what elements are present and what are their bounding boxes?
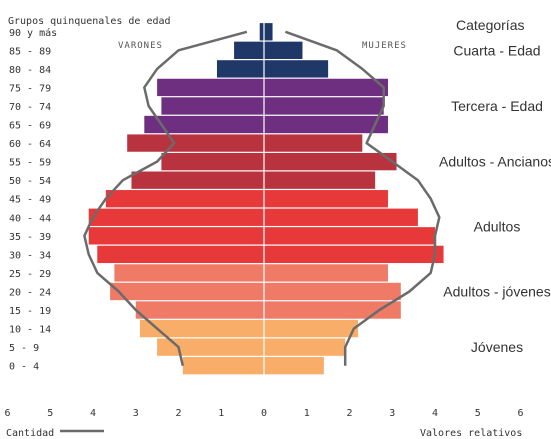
bar-mujeres-16 xyxy=(264,60,329,78)
age-label-13: 65 - 69 xyxy=(9,121,51,132)
bar-mujeres-6 xyxy=(264,245,444,264)
x-tick-9: 3 xyxy=(389,408,395,419)
age-label-1: 5 - 9 xyxy=(9,343,39,354)
age-label-9: 45 - 49 xyxy=(9,195,51,206)
bar-varones-5 xyxy=(114,264,264,282)
bar-mujeres-15 xyxy=(264,78,388,97)
x-tick-6: 0 xyxy=(261,408,267,419)
age-label-17: 85 - 89 xyxy=(9,46,51,57)
bar-varones-10 xyxy=(131,171,264,189)
bar-mujeres-10 xyxy=(264,171,376,189)
bars-layer xyxy=(88,22,444,375)
age-label-2: 10 - 14 xyxy=(9,325,51,336)
x-tick-10: 4 xyxy=(432,408,438,419)
age-label-15: 75 - 79 xyxy=(9,83,51,94)
x-tick-12: 6 xyxy=(517,408,523,419)
outline-varones xyxy=(83,30,248,366)
bar-mujeres-7 xyxy=(264,227,435,245)
age-group-label-4: Adultos - jóvenes xyxy=(443,283,550,299)
bar-varones-9 xyxy=(105,190,264,208)
bar-mujeres-4 xyxy=(264,282,401,301)
bar-varones-3 xyxy=(135,301,264,319)
age-group-label-2: Adultos - Ancianos xyxy=(439,154,551,170)
x-axis-label: Valores relativos xyxy=(420,428,522,439)
age-label-10: 50 - 54 xyxy=(9,176,51,187)
outline-mujeres xyxy=(284,30,441,366)
age-label-14: 70 - 74 xyxy=(9,102,51,113)
bar-varones-7 xyxy=(88,227,264,245)
age-label-12: 60 - 64 xyxy=(9,139,51,150)
age-label-6: 30 - 34 xyxy=(9,250,51,261)
bar-mujeres-8 xyxy=(264,208,418,226)
bar-varones-15 xyxy=(157,78,264,97)
bar-mujeres-1 xyxy=(264,338,346,356)
bar-varones-0 xyxy=(182,357,264,375)
age-group-label-1: Tercera - Edad xyxy=(451,98,543,114)
age-label-0: 0 - 4 xyxy=(9,362,39,373)
bar-varones-8 xyxy=(88,208,264,226)
bar-mujeres-11 xyxy=(264,152,397,171)
bar-varones-14 xyxy=(161,97,264,115)
age-label-16: 80 - 84 xyxy=(9,65,51,76)
x-tick-8: 2 xyxy=(346,408,352,419)
bar-varones-4 xyxy=(110,282,264,301)
bar-varones-17 xyxy=(234,41,264,59)
age-label-8: 40 - 44 xyxy=(9,213,51,224)
bar-varones-18 xyxy=(259,23,264,41)
chart-title: Grupos quinquenales de edad xyxy=(8,16,171,27)
age-label-5: 25 - 29 xyxy=(9,269,51,280)
outline-layer xyxy=(83,30,441,366)
bar-mujeres-17 xyxy=(264,41,303,59)
bar-mujeres-9 xyxy=(264,190,388,208)
age-group-label-5: Jóvenes xyxy=(471,339,523,355)
x-axis-ticks: 6 5 4 3 2 1 0 1 2 3 4 5 6 xyxy=(4,408,523,419)
bar-mujeres-14 xyxy=(264,97,384,115)
x-tick-1: 5 xyxy=(47,408,53,419)
bar-mujeres-3 xyxy=(264,301,401,319)
left-series-header: VARONES xyxy=(118,41,163,51)
age-label-4: 20 - 24 xyxy=(9,287,51,298)
bar-varones-16 xyxy=(216,60,264,78)
bar-varones-12 xyxy=(127,134,264,152)
x-tick-7: 1 xyxy=(304,408,310,419)
age-group-label-0: Cuarta - Edad xyxy=(453,42,540,58)
bar-mujeres-5 xyxy=(264,264,388,282)
age-group-label-3: Adultos xyxy=(474,219,521,235)
age-label-11: 55 - 59 xyxy=(9,158,51,169)
bar-mujeres-0 xyxy=(264,357,324,375)
x-tick-0: 6 xyxy=(4,408,10,419)
age-group-labels: Cuarta - Edad Tercera - Edad Adultos - Anc… xyxy=(439,42,551,355)
bar-varones-2 xyxy=(140,319,264,338)
x-tick-3: 3 xyxy=(133,408,139,419)
bar-mujeres-12 xyxy=(264,134,363,152)
legend-left-label: Cantidad xyxy=(6,428,54,439)
bar-mujeres-18 xyxy=(264,23,273,41)
bar-mujeres-13 xyxy=(264,115,388,134)
x-tick-5: 1 xyxy=(218,408,224,419)
age-labels-layer: 0 - 4 5 - 9 10 - 14 15 - 19 20 - 24 25 - 29 30… xyxy=(9,27,57,373)
bar-varones-6 xyxy=(97,245,265,264)
age-label-7: 35 - 39 xyxy=(9,232,51,243)
right-series-header: MUJERES xyxy=(362,41,407,51)
bar-varones-1 xyxy=(157,338,264,356)
bar-varones-11 xyxy=(161,152,264,171)
legend-title: Categorías xyxy=(456,17,524,33)
bar-mujeres-2 xyxy=(264,319,359,338)
bar-varones-13 xyxy=(144,115,264,134)
x-tick-2: 4 xyxy=(90,408,96,419)
age-label-3: 15 - 19 xyxy=(9,306,51,317)
x-tick-4: 2 xyxy=(175,408,181,419)
x-tick-11: 5 xyxy=(475,408,481,419)
age-label-18: 90 y más xyxy=(9,27,57,39)
